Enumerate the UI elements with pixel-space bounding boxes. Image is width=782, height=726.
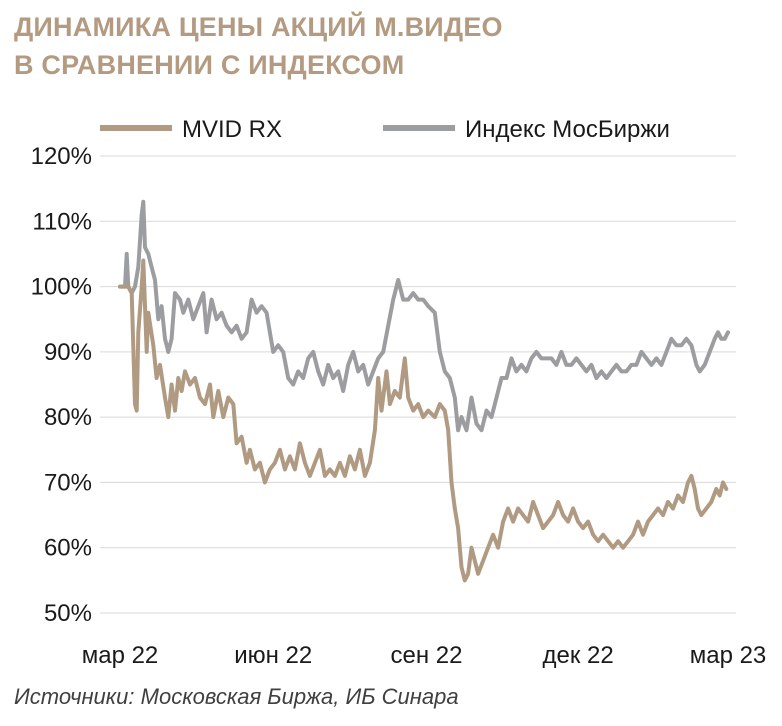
series-line-mvid xyxy=(118,258,729,583)
y-tick-label: 110% xyxy=(32,208,92,235)
legend-item-index-label: Индекс МосБиржи xyxy=(465,116,670,143)
gridlines xyxy=(100,155,736,614)
series-line-index xyxy=(118,199,730,433)
y-tick-label: 50% xyxy=(44,600,92,627)
y-tick-label: 120% xyxy=(31,143,92,170)
y-tick-label: 70% xyxy=(44,469,92,496)
chart-title-line-1: ДИНАМИКА ЦЕНЫ АКЦИЙ М.ВИДЕО xyxy=(14,12,503,42)
x-tick-label: мар 22 xyxy=(82,642,159,669)
y-tick-label: 100% xyxy=(31,274,92,301)
x-tick-label: июн 22 xyxy=(234,642,312,669)
x-axis-tick-labels: мар 22 июн 22 сен 22 дек 22 мар 23 xyxy=(82,642,767,669)
source-note: Источники: Московская Биржа, ИБ Синара xyxy=(14,684,459,709)
legend: MVID RX Индекс МосБиржи xyxy=(100,116,670,143)
chart-title: ДИНАМИКА ЦЕНЫ АКЦИЙ М.ВИДЕО В СРАВНЕНИИ … xyxy=(14,8,503,84)
y-tick-label: 60% xyxy=(44,535,92,562)
series-lines xyxy=(118,199,730,583)
y-tick-label: 90% xyxy=(44,339,92,366)
x-tick-label: дек 22 xyxy=(542,642,613,669)
y-axis-tick-labels: 50% 60% 70% 80% 90% 100% 110% 120% xyxy=(31,143,92,627)
chart-title-line-2: В СРАВНЕНИИ С ИНДЕКСОМ xyxy=(14,50,405,80)
legend-item-mvid-label: MVID RX xyxy=(182,116,282,143)
y-tick-label: 80% xyxy=(44,404,92,431)
x-tick-label: мар 23 xyxy=(690,642,767,669)
x-tick-label: сен 22 xyxy=(391,642,463,669)
